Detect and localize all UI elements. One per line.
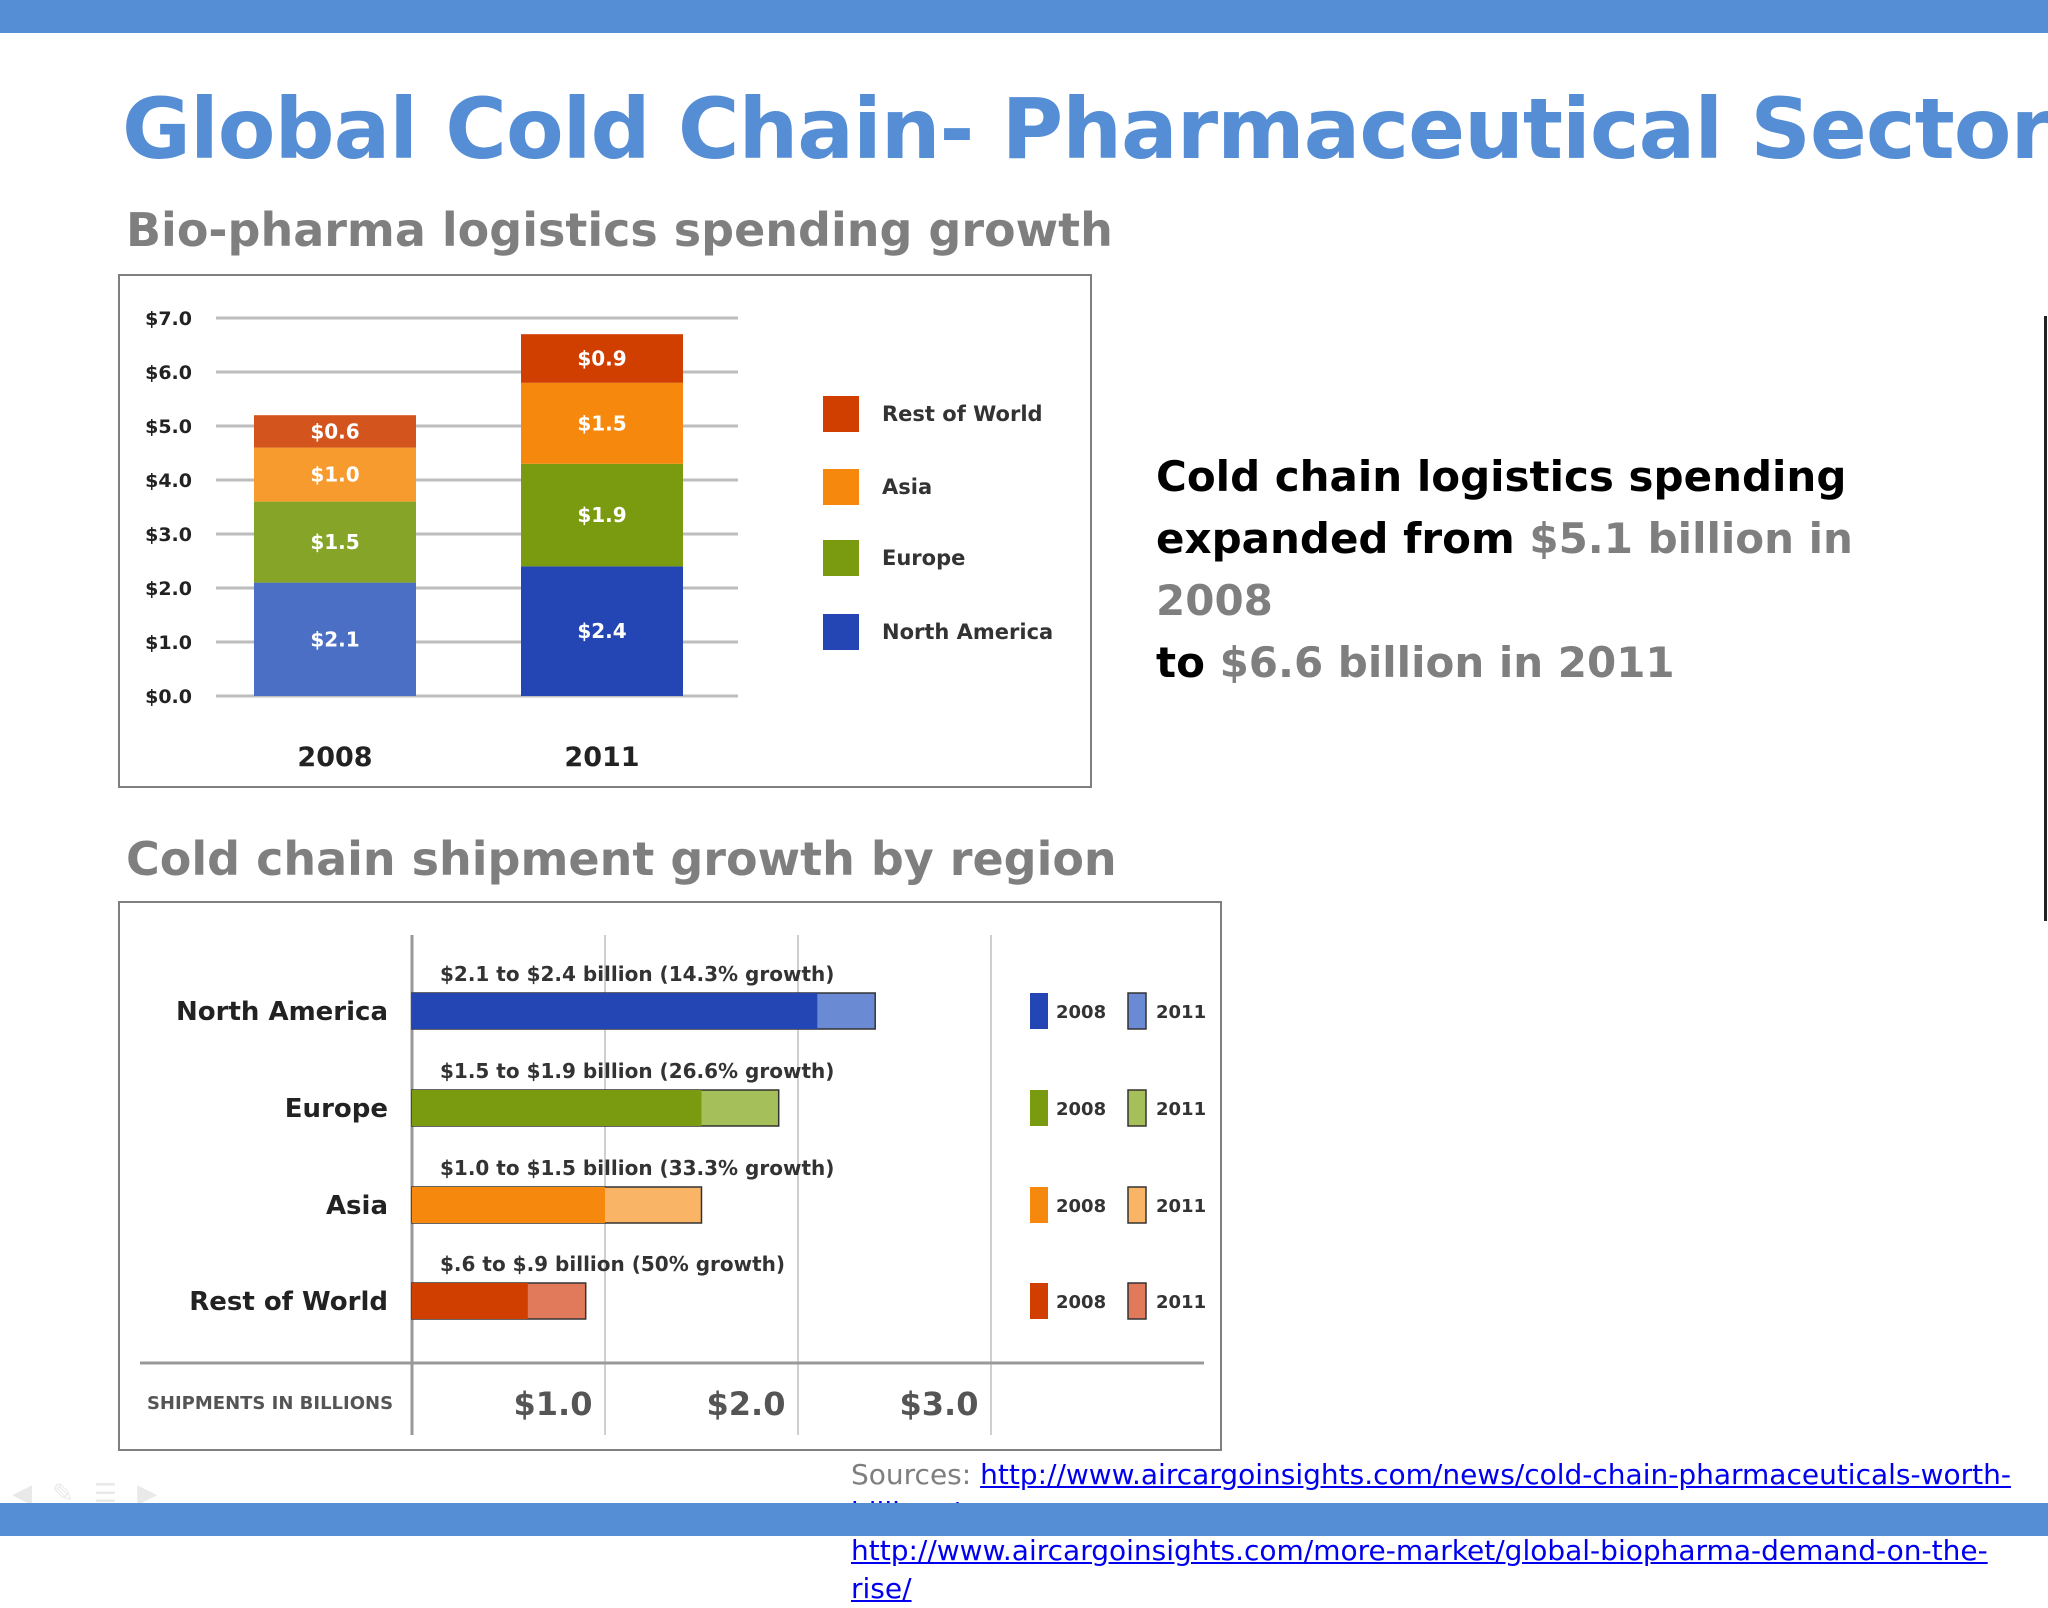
legend-label: 2011 — [1156, 1099, 1206, 1120]
stacked-bar-chart: $7.0 $6.0 $5.0 $4.0 $3.0 $2.0 $1.0 $0.0 $2.1 $1.5… — [118, 274, 1092, 788]
x-tick-label: $3.0 — [900, 1385, 979, 1423]
slide-title: Global Cold Chain- Pharmaceutical Sector — [122, 80, 2048, 178]
callout-2008-value: $5.1 billion in 2008 — [1156, 514, 1853, 625]
x-tick-label: $1.0 — [514, 1385, 593, 1423]
growth-annotation: $1.5 to $1.9 billion (26.6% growth) — [440, 1059, 834, 1083]
callout-line-3-text: to — [1156, 638, 1220, 687]
x-tick-label: 2011 — [564, 742, 639, 773]
legend-swatch-2011 — [1127, 992, 1147, 1030]
data-label: $0.9 — [577, 347, 626, 371]
y-tick-label: $2.0 — [145, 578, 192, 600]
legend-swatch-rest-of-world — [823, 396, 859, 432]
growth-annotation: $2.1 to $2.4 billion (14.3% growth) — [440, 962, 834, 986]
legend-label: 2011 — [1156, 1292, 1206, 1313]
legend-label: 2008 — [1056, 1002, 1106, 1023]
legend-label: Asia — [882, 475, 932, 499]
callout-line-3: to $6.6 billion in 2011 — [1156, 632, 1956, 694]
chart1-subtitle: Bio-pharma logistics spending growth — [126, 203, 1113, 257]
prev-slide-icon[interactable]: ◀ — [12, 1478, 52, 1508]
next-slide-icon[interactable]: ▶ — [137, 1478, 178, 1508]
category-label: Rest of World — [189, 1287, 388, 1317]
x-tick-label: 2008 — [297, 742, 372, 773]
y-tick-label: $7.0 — [145, 308, 192, 330]
spending-callout: Cold chain logistics spending expanded f… — [1156, 446, 1956, 694]
category-label: North America — [176, 997, 388, 1027]
data-label: $1.9 — [577, 503, 626, 527]
bar-segment-asia-2011 — [521, 382, 683, 464]
data-label: $1.0 — [310, 463, 359, 487]
bar-segment-rest-of-world-2011 — [521, 334, 683, 383]
menu-icon[interactable]: ☰ — [93, 1478, 138, 1508]
legend-swatch-north-america — [823, 614, 859, 650]
data-label: $2.4 — [577, 619, 626, 643]
x-axis-title: SHIPMENTS IN BILLIONS — [147, 1393, 393, 1414]
legend-label: North America — [882, 620, 1053, 644]
bar-2008-europe — [412, 1090, 702, 1126]
y-tick-label: $1.0 — [145, 632, 192, 654]
bar-segment-asia-2008 — [254, 447, 416, 502]
callout-2011-value: $6.6 billion in 2011 — [1219, 638, 1675, 687]
legend-label: 2011 — [1156, 1196, 1206, 1217]
legend-label: Europe — [882, 546, 965, 570]
legend-swatch-2011 — [1127, 1089, 1147, 1127]
legend-swatch-asia — [823, 469, 859, 505]
bar-segment-north-america-2011 — [521, 566, 683, 696]
legend-label: 2008 — [1056, 1292, 1106, 1313]
bar-2008-asia — [412, 1187, 605, 1223]
callout-line-2: expanded from $5.1 billion in 2008 — [1156, 508, 1956, 632]
bar-2008-north-america — [412, 993, 818, 1029]
bar-segment-europe-2008 — [254, 501, 416, 583]
legend-label: 2011 — [1156, 1002, 1206, 1023]
callout-line-2-text: expanded from — [1156, 514, 1530, 563]
bottom-accent-bar — [0, 1503, 2048, 1536]
legend-label: 2008 — [1056, 1196, 1106, 1217]
x-tick-label: $2.0 — [707, 1385, 786, 1423]
pen-icon[interactable]: ✎ — [52, 1478, 94, 1508]
legend-label: 2008 — [1056, 1099, 1106, 1120]
chart2-subtitle: Cold chain shipment growth by region — [126, 832, 1117, 886]
growth-annotation: $.6 to $.9 billion (50% growth) — [440, 1252, 785, 1276]
slide-nav-icons: ◀✎☰▶ — [12, 1478, 177, 1509]
bar-2008-rest-of-world — [412, 1283, 528, 1319]
data-label: $0.6 — [310, 419, 359, 443]
top-accent-bar — [0, 0, 2048, 33]
callout-line-1: Cold chain logistics spending — [1156, 452, 1847, 501]
horizontal-bar-chart: SHIPMENTS IN BILLIONS $1.0 $2.0 $3.0 North A… — [118, 901, 1222, 1451]
horizontal-bar-chart-svg: SHIPMENTS IN BILLIONS $1.0 $2.0 $3.0 North A… — [140, 935, 1206, 1435]
data-label: $2.1 — [310, 627, 359, 651]
legend-swatch-2008 — [1030, 1090, 1048, 1126]
y-tick-label: $6.0 — [145, 362, 192, 384]
y-tick-label: $3.0 — [145, 524, 192, 546]
legend-swatch-2011 — [1127, 1282, 1147, 1320]
bar-segment-rest-of-world-2008 — [254, 415, 416, 448]
data-label: $1.5 — [310, 530, 359, 554]
legend-swatch-2008 — [1030, 1187, 1048, 1223]
legend-swatch-europe — [823, 540, 859, 576]
y-tick-label: $0.0 — [145, 686, 192, 708]
data-label: $1.5 — [577, 411, 626, 435]
sources-line-2: http://www.aircargoinsights.com/more-mar… — [851, 1532, 2048, 1608]
right-edge-line — [2044, 316, 2047, 921]
bar-segment-north-america-2008 — [254, 582, 416, 696]
category-label: Asia — [326, 1191, 388, 1221]
bar-segment-europe-2011 — [521, 463, 683, 567]
growth-annotation: $1.0 to $1.5 billion (33.3% growth) — [440, 1156, 834, 1180]
legend-swatch-2008 — [1030, 1283, 1048, 1319]
y-tick-label: $4.0 — [145, 470, 192, 492]
y-tick-label: $5.0 — [145, 416, 192, 438]
legend-swatch-2008 — [1030, 993, 1048, 1029]
source-link-2[interactable]: http://www.aircargoinsights.com/more-mar… — [851, 1534, 1988, 1605]
sources-label: Sources: — [851, 1458, 981, 1491]
stacked-bar-chart-svg: $7.0 $6.0 $5.0 $4.0 $3.0 $2.0 $1.0 $0.0 $2.1 $1.5… — [145, 308, 1053, 773]
legend-label: Rest of World — [882, 402, 1043, 426]
legend-swatch-2011 — [1127, 1186, 1147, 1224]
category-label: Europe — [285, 1094, 388, 1124]
